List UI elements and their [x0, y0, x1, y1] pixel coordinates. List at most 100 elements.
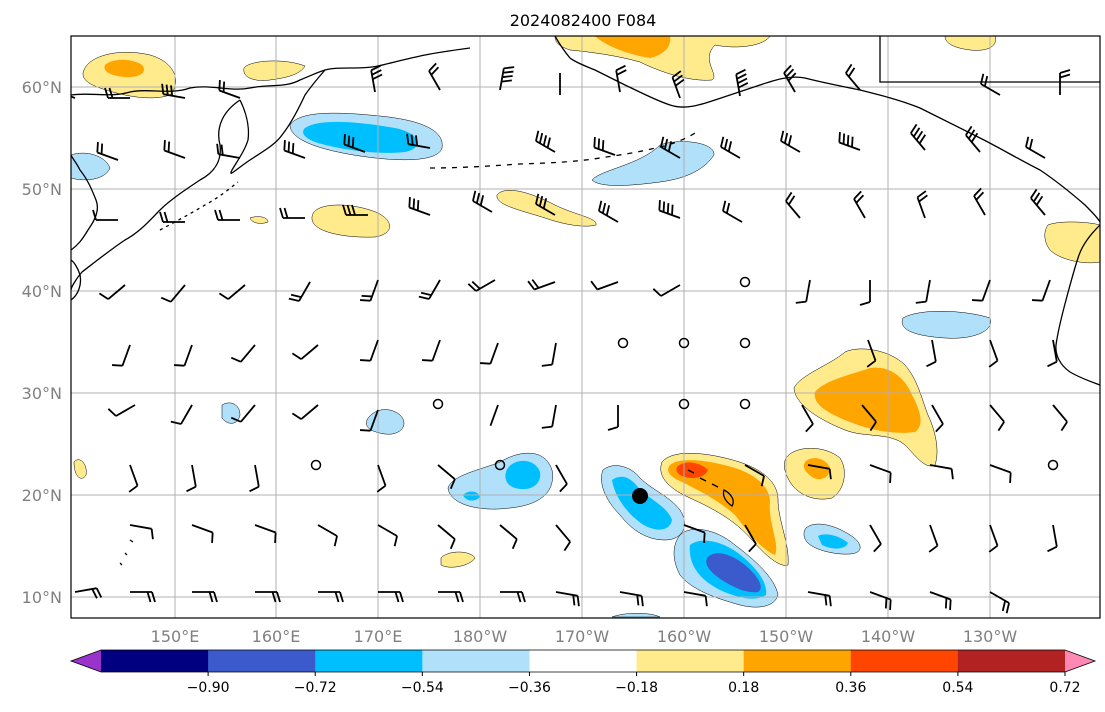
wind-barb [838, 132, 861, 151]
wind-barb [807, 591, 832, 607]
colorbar-segment [743, 650, 852, 672]
wind-barb [255, 591, 281, 603]
orange-region [803, 458, 830, 480]
wind-barb [128, 464, 139, 493]
wind-barb [541, 342, 557, 367]
wind-barb [214, 209, 240, 221]
wind-barb [343, 134, 366, 153]
yellow-region [73, 459, 87, 479]
wind-barb [744, 464, 765, 487]
wind-barb [658, 200, 681, 219]
calm-marker [494, 459, 506, 471]
wind-barb [1047, 524, 1058, 553]
wind-barb [972, 279, 991, 302]
calm-marker [739, 337, 751, 349]
kuril-islands [159, 181, 239, 231]
wind-barb [163, 140, 186, 159]
yellow-region [440, 551, 476, 568]
lon-label: 150°E [151, 627, 200, 646]
lon-label: 180°W [453, 627, 508, 646]
wind-barb [735, 68, 749, 97]
lon-label: 150°W [759, 627, 814, 646]
lon-label: 160°E [252, 627, 301, 646]
wind-barb [555, 591, 580, 607]
wind-barb [360, 409, 379, 432]
wind-barb [480, 342, 499, 365]
wind-barb [929, 591, 952, 610]
wind-barb [499, 66, 515, 91]
wind-barb [112, 344, 131, 367]
wind-barb [915, 279, 931, 304]
lat-label: 20°N [22, 486, 62, 505]
wind-barb [489, 404, 499, 426]
colorbar-tick-label: −0.18 [615, 680, 658, 696]
wind-barb [535, 130, 556, 153]
colorbar-segment [850, 650, 959, 672]
wind-barb [869, 464, 892, 483]
wind-barb [988, 524, 999, 553]
hawaii-islands [687, 469, 734, 507]
wind-barb [192, 591, 218, 603]
lat-label: 30°N [22, 384, 62, 403]
wind-barb [318, 591, 344, 603]
yellow-region [1044, 221, 1100, 264]
wind-barb [218, 284, 246, 300]
wind-barb [859, 280, 871, 306]
wind-barb [291, 404, 319, 420]
colorbar-tick-label: −0.36 [508, 680, 551, 696]
wind-barb [801, 404, 814, 433]
storm-position-marker [632, 488, 648, 504]
wind-barb [1052, 404, 1068, 432]
calm-marker [617, 337, 629, 349]
wind-barb [1032, 279, 1051, 302]
wind-barb [780, 130, 801, 153]
colorbar-tick-label: 0.72 [1049, 680, 1080, 696]
wind-barb [926, 339, 937, 368]
wind-barb [965, 125, 981, 153]
wind-barb [283, 140, 306, 159]
okhotsk-coastline [71, 99, 241, 291]
wind-barb [377, 524, 398, 547]
colorbar-tick-label: 0.54 [942, 680, 973, 696]
wind-barb [418, 279, 441, 300]
north-america-west-coast [1055, 224, 1100, 386]
wind-barb [598, 200, 619, 223]
wind-barb [1047, 339, 1058, 368]
wind-barb [683, 524, 706, 543]
wind-barb [159, 211, 185, 223]
lon-label: 160°W [657, 627, 712, 646]
light-blue-region [611, 613, 661, 618]
yellow-region [496, 190, 597, 227]
wind-barb [92, 209, 118, 221]
wind-barb [230, 404, 256, 423]
wind-barbs [71, 62, 1071, 614]
wind-barb [720, 136, 741, 159]
wind-barb [607, 405, 619, 431]
wind-barb [428, 62, 441, 91]
wind-barb [619, 591, 644, 607]
wind-barb [866, 339, 877, 368]
colorbar-segment [208, 650, 316, 672]
wind-barb [869, 591, 892, 610]
calm-marker [432, 398, 444, 410]
wind-barb [438, 591, 464, 603]
dark-blue-region [706, 553, 761, 593]
wind-barb [360, 279, 379, 302]
alaska-coastline [554, 36, 1100, 223]
colorbar-segment [101, 650, 209, 672]
blue-region [505, 460, 541, 490]
wind-barb [291, 344, 319, 360]
wind-barb [555, 464, 568, 493]
coastlines [71, 36, 1100, 566]
blue-region [463, 491, 480, 501]
wind-barb [989, 464, 1012, 483]
wind-barb [593, 137, 616, 156]
calm-wind-markers [310, 276, 1059, 471]
wind-barb [288, 281, 311, 302]
canada-border [879, 36, 1100, 83]
japan-coastline [71, 154, 99, 251]
wind-barb [989, 404, 1005, 432]
wind-barb [186, 464, 197, 493]
colorbar-segment [529, 650, 638, 672]
wind-barb [615, 64, 627, 93]
